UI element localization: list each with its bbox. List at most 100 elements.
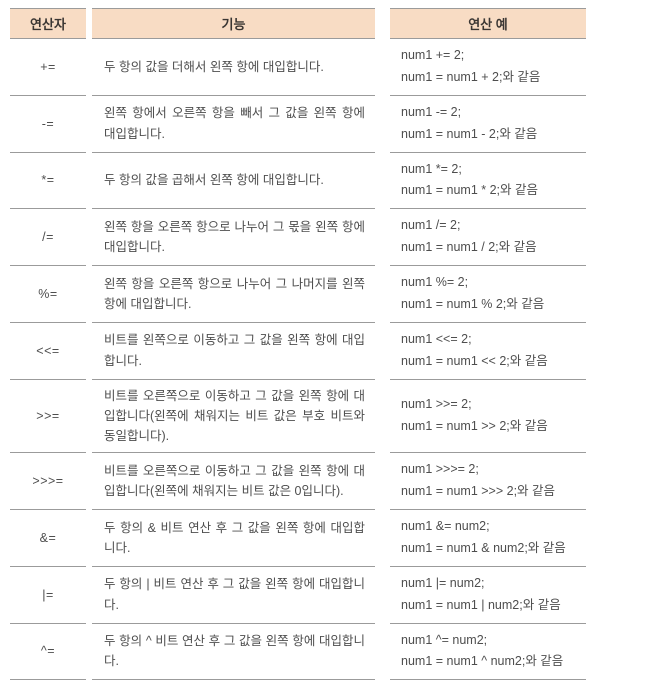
description-cell: 왼쪽 항을 오른쪽 항으로 나누어 그 몫을 왼쪽 항에 대입합니다. <box>92 209 375 266</box>
description-cell: 비트를 오른쪽으로 이동하고 그 값을 왼쪽 항에 대입합니다(왼쪽에 채워지는… <box>92 453 375 510</box>
table-header-row: 연산자 기능 연산 예 <box>10 8 586 39</box>
description-text: 비트를 왼쪽으로 이동하고 그 값을 왼쪽 항에 대입합니다. <box>104 330 365 371</box>
example-text: num1 >>= 2; num1 = num1 >> 2;와 같음 <box>401 394 548 438</box>
operator-label: ^= <box>41 644 55 658</box>
description-cell: 두 항의 값을 더해서 왼쪽 항에 대입합니다. <box>92 39 375 96</box>
example-cell: num1 += 2; num1 = num1 + 2;와 같음 <box>390 39 586 96</box>
example-text: num1 -= 2; num1 = num1 - 2;와 같음 <box>401 102 537 146</box>
example-line-2: num1 = num1 >>> 2;와 같음 <box>401 481 555 503</box>
example-line-2: num1 = num1 ^ num2;와 같음 <box>401 651 563 673</box>
example-line-2: num1 = num1 << 2;와 같음 <box>401 351 548 373</box>
example-line-2: num1 = num1 * 2;와 같음 <box>401 180 538 202</box>
example-line-1: num1 >>>= 2; <box>401 459 555 481</box>
example-cell: num1 <<= 2; num1 = num1 << 2;와 같음 <box>390 323 586 380</box>
description-cell: 비트를 오른쪽으로 이동하고 그 값을 왼쪽 항에 대입합니다(왼쪽에 채워지는… <box>92 380 375 454</box>
operator-cell: ^= <box>10 624 86 680</box>
example-line-2: num1 = num1 >> 2;와 같음 <box>401 416 548 438</box>
description-cell: 두 항의 | 비트 연산 후 그 값을 왼쪽 항에 대입합니다. <box>92 567 375 624</box>
operator-label: >>>= <box>32 474 63 488</box>
example-text: num1 *= 2; num1 = num1 * 2;와 같음 <box>401 159 538 203</box>
example-cell: num1 |= num2; num1 = num1 | num2;와 같음 <box>390 567 586 624</box>
table-row: -= 왼쪽 항에서 오른쪽 항을 빼서 그 값을 왼쪽 항에 대입합니다. nu… <box>10 96 586 153</box>
example-text: num1 /= 2; num1 = num1 / 2;와 같음 <box>401 215 537 259</box>
operator-cell: |= <box>10 567 86 624</box>
description-text: 왼쪽 항을 오른쪽 항으로 나누어 그 나머지를 왼쪽 항에 대입합니다. <box>104 274 365 315</box>
example-cell: num1 >>= 2; num1 = num1 >> 2;와 같음 <box>390 380 586 454</box>
description-cell: 두 항의 값을 곱해서 왼쪽 항에 대입합니다. <box>92 153 375 210</box>
description-text: 두 항의 & 비트 연산 후 그 값을 왼쪽 항에 대입합니다. <box>104 518 365 559</box>
operator-table: 연산자 기능 연산 예 += 두 항의 값을 더해서 왼쪽 항에 대입합니다. … <box>10 8 586 680</box>
description-text: 두 항의 값을 곱해서 왼쪽 항에 대입합니다. <box>104 170 324 190</box>
example-cell: num1 >>>= 2; num1 = num1 >>> 2;와 같음 <box>390 453 586 510</box>
example-line-2: num1 = num1 % 2;와 같음 <box>401 294 544 316</box>
operator-label: &= <box>40 531 57 545</box>
example-text: num1 += 2; num1 = num1 + 2;와 같음 <box>401 45 540 89</box>
example-text: num1 >>>= 2; num1 = num1 >>> 2;와 같음 <box>401 459 555 503</box>
table-row: *= 두 항의 값을 곱해서 왼쪽 항에 대입합니다. num1 *= 2; n… <box>10 153 586 210</box>
example-line-1: num1 <<= 2; <box>401 329 548 351</box>
operator-cell: <<= <box>10 323 86 380</box>
description-text: 비트를 오른쪽으로 이동하고 그 값을 왼쪽 항에 대입합니다(왼쪽에 채워지는… <box>104 386 365 447</box>
example-cell: num1 ^= num2; num1 = num1 ^ num2;와 같음 <box>390 624 586 680</box>
example-text: num1 &= num2; num1 = num1 & num2;와 같음 <box>401 516 566 560</box>
operator-label: >>= <box>36 409 59 423</box>
example-line-1: num1 -= 2; <box>401 102 537 124</box>
description-cell: 두 항의 & 비트 연산 후 그 값을 왼쪽 항에 대입합니다. <box>92 510 375 567</box>
example-cell: num1 /= 2; num1 = num1 / 2;와 같음 <box>390 209 586 266</box>
example-text: num1 ^= num2; num1 = num1 ^ num2;와 같음 <box>401 630 563 674</box>
operator-cell: %= <box>10 266 86 323</box>
table-row: >>= 비트를 오른쪽으로 이동하고 그 값을 왼쪽 항에 대입합니다(왼쪽에 … <box>10 380 586 454</box>
example-line-2: num1 = num1 / 2;와 같음 <box>401 237 537 259</box>
operator-label: %= <box>38 287 57 301</box>
table-row: %= 왼쪽 항을 오른쪽 항으로 나누어 그 나머지를 왼쪽 항에 대입합니다.… <box>10 266 586 323</box>
description-text: 왼쪽 항에서 오른쪽 항을 빼서 그 값을 왼쪽 항에 대입합니다. <box>104 103 365 144</box>
operator-label: <<= <box>36 344 59 358</box>
operator-cell: &= <box>10 510 86 567</box>
description-cell: 두 항의 ^ 비트 연산 후 그 값을 왼쪽 항에 대입합니다. <box>92 624 375 680</box>
table-row: += 두 항의 값을 더해서 왼쪽 항에 대입합니다. num1 += 2; n… <box>10 39 586 96</box>
example-line-1: num1 /= 2; <box>401 215 537 237</box>
description-cell: 왼쪽 항을 오른쪽 항으로 나누어 그 나머지를 왼쪽 항에 대입합니다. <box>92 266 375 323</box>
table-row: &= 두 항의 & 비트 연산 후 그 값을 왼쪽 항에 대입합니다. num1… <box>10 510 586 567</box>
operator-label: *= <box>41 173 54 187</box>
example-cell: num1 *= 2; num1 = num1 * 2;와 같음 <box>390 153 586 210</box>
operator-label: += <box>40 60 56 74</box>
description-text: 두 항의 | 비트 연산 후 그 값을 왼쪽 항에 대입합니다. <box>104 574 365 615</box>
column-header-function: 기능 <box>92 8 375 39</box>
example-cell: num1 %= 2; num1 = num1 % 2;와 같음 <box>390 266 586 323</box>
description-text: 비트를 오른쪽으로 이동하고 그 값을 왼쪽 항에 대입합니다(왼쪽에 채워지는… <box>104 461 365 502</box>
table-body: += 두 항의 값을 더해서 왼쪽 항에 대입합니다. num1 += 2; n… <box>10 39 586 680</box>
description-cell: 비트를 왼쪽으로 이동하고 그 값을 왼쪽 항에 대입합니다. <box>92 323 375 380</box>
example-text: num1 <<= 2; num1 = num1 << 2;와 같음 <box>401 329 548 373</box>
operator-label: /= <box>42 230 54 244</box>
table-row: ^= 두 항의 ^ 비트 연산 후 그 값을 왼쪽 항에 대입합니다. num1… <box>10 624 586 680</box>
operator-label: -= <box>42 117 54 131</box>
table-row: |= 두 항의 | 비트 연산 후 그 값을 왼쪽 항에 대입합니다. num1… <box>10 567 586 624</box>
example-line-2: num1 = num1 + 2;와 같음 <box>401 67 540 89</box>
example-cell: num1 &= num2; num1 = num1 & num2;와 같음 <box>390 510 586 567</box>
description-text: 왼쪽 항을 오른쪽 항으로 나누어 그 몫을 왼쪽 항에 대입합니다. <box>104 217 365 258</box>
example-line-2: num1 = num1 & num2;와 같음 <box>401 538 566 560</box>
table-row: <<= 비트를 왼쪽으로 이동하고 그 값을 왼쪽 항에 대입합니다. num1… <box>10 323 586 380</box>
column-header-example: 연산 예 <box>390 8 586 39</box>
example-cell: num1 -= 2; num1 = num1 - 2;와 같음 <box>390 96 586 153</box>
column-header-operator: 연산자 <box>10 8 86 39</box>
operator-cell: += <box>10 39 86 96</box>
operator-cell: /= <box>10 209 86 266</box>
example-line-1: num1 *= 2; <box>401 159 538 181</box>
example-line-1: num1 += 2; <box>401 45 540 67</box>
example-line-1: num1 ^= num2; <box>401 630 563 652</box>
operator-cell: -= <box>10 96 86 153</box>
example-line-2: num1 = num1 | num2;와 같음 <box>401 595 561 617</box>
example-line-1: num1 |= num2; <box>401 573 561 595</box>
example-line-1: num1 >>= 2; <box>401 394 548 416</box>
operator-cell: >>>= <box>10 453 86 510</box>
description-cell: 왼쪽 항에서 오른쪽 항을 빼서 그 값을 왼쪽 항에 대입합니다. <box>92 96 375 153</box>
operator-cell: >>= <box>10 380 86 454</box>
description-text: 두 항의 ^ 비트 연산 후 그 값을 왼쪽 항에 대입합니다. <box>104 631 365 672</box>
table-row: /= 왼쪽 항을 오른쪽 항으로 나누어 그 몫을 왼쪽 항에 대입합니다. n… <box>10 209 586 266</box>
example-line-2: num1 = num1 - 2;와 같음 <box>401 124 537 146</box>
operator-cell: *= <box>10 153 86 210</box>
operator-label: |= <box>42 588 54 602</box>
example-line-1: num1 &= num2; <box>401 516 566 538</box>
